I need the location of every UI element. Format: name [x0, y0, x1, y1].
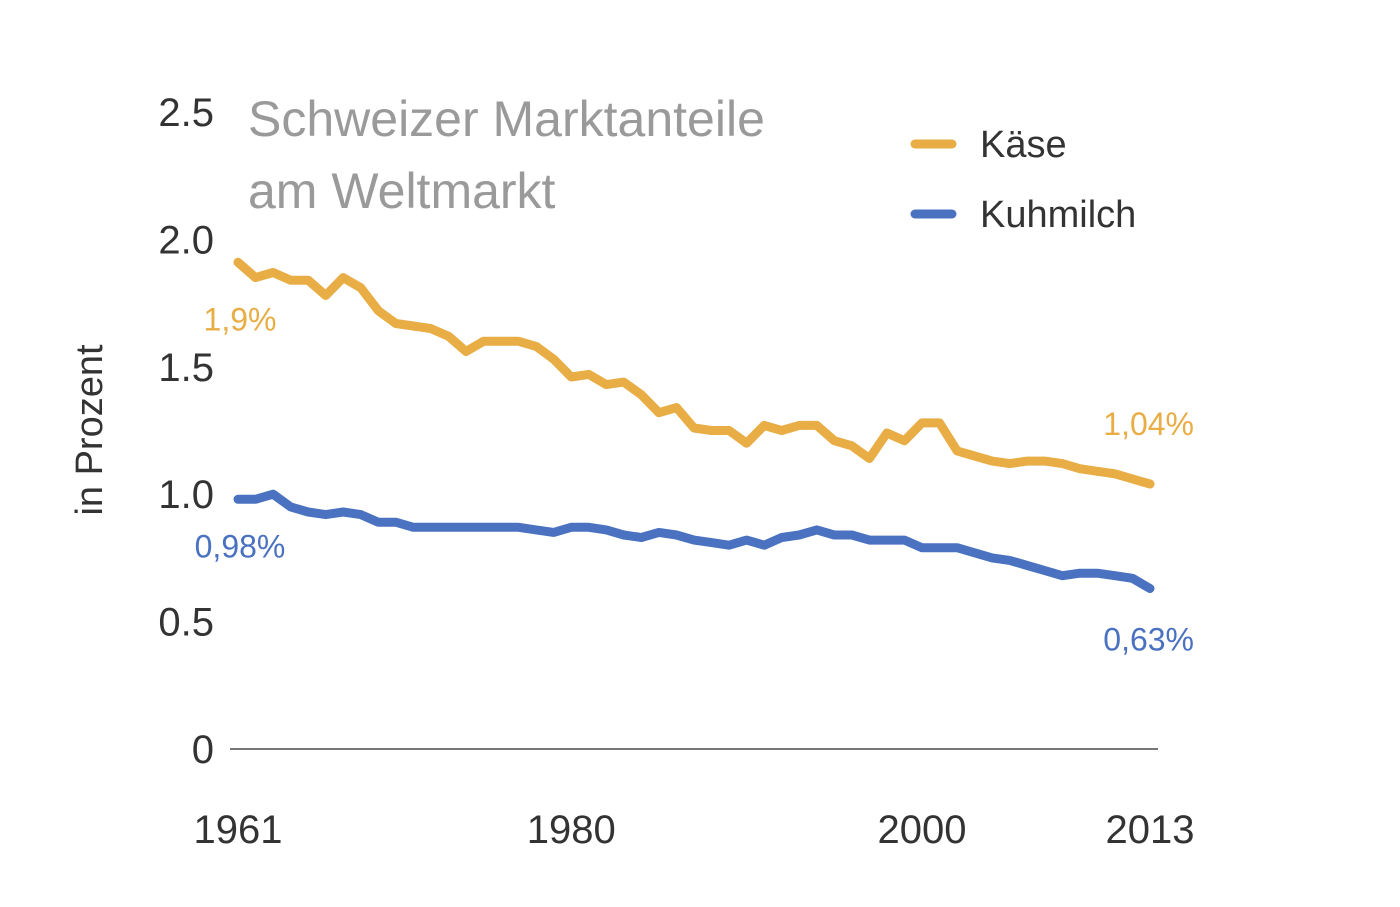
- chart-subtitle: am Weltmarkt: [248, 163, 556, 219]
- y-tick-label: 2.5: [158, 91, 214, 135]
- end-value-label: 1,04%: [1103, 406, 1194, 442]
- x-tick-label: 2000: [878, 808, 967, 852]
- legend-label: Kuhmilch: [980, 194, 1136, 236]
- x-tick-label: 1980: [527, 808, 616, 852]
- y-axis-label: in Prozent: [69, 344, 111, 516]
- series-line-kuhmilch: [233, 489, 1155, 593]
- y-tick-label: 0: [192, 728, 214, 772]
- x-axis-ticks: 1961 1980 2000 2013: [194, 808, 1195, 852]
- end-value-label: 0,63%: [1103, 621, 1194, 657]
- y-tick-label: 1.5: [158, 346, 214, 390]
- start-value-label: 1,9%: [204, 301, 277, 337]
- x-tick-label: 2013: [1106, 808, 1195, 852]
- y-tick-label: 2.0: [158, 218, 214, 262]
- start-value-label: 0,98%: [195, 528, 286, 564]
- y-tick-label: 0.5: [158, 601, 214, 645]
- annotations: 1,9% 1,04% 0,98% 0,63%: [195, 301, 1194, 657]
- x-tick-label: 1961: [194, 808, 283, 852]
- y-axis-ticks: 0 0.5 1.0 1.5 2.0 2.5: [158, 91, 214, 772]
- chart-title: Schweizer Marktanteile: [248, 91, 765, 147]
- series-lines: [233, 257, 1155, 593]
- legend-label: Käse: [980, 124, 1067, 166]
- y-tick-label: 1.0: [158, 473, 214, 517]
- legend: Käse Kuhmilch: [910, 124, 1136, 236]
- series-line-kaese: [233, 257, 1155, 489]
